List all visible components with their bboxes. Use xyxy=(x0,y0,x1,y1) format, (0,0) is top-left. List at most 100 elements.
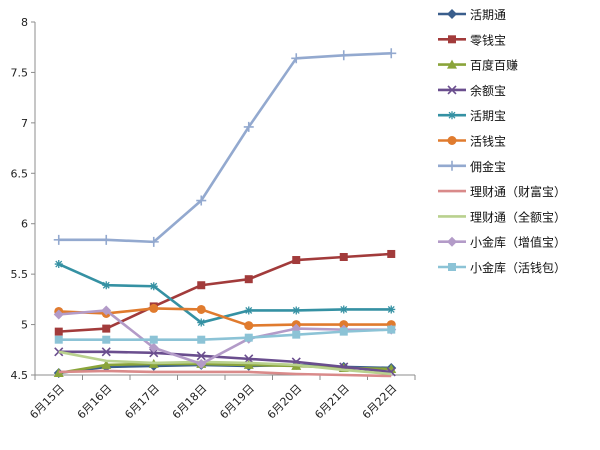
data-point xyxy=(386,48,397,59)
x-tick-label: 6月22日 xyxy=(360,382,400,422)
data-point xyxy=(53,309,64,320)
legend-swatch-marker xyxy=(447,236,457,247)
legend-label: 活期通 xyxy=(470,8,506,22)
x-tick-label: 6月18日 xyxy=(170,382,210,422)
legend-swatch-marker xyxy=(448,35,456,44)
series-line xyxy=(58,350,392,374)
series-line xyxy=(58,51,392,244)
data-point xyxy=(196,304,206,314)
data-point xyxy=(244,354,254,364)
data-point xyxy=(149,348,159,358)
x-tick-label: 6月21日 xyxy=(312,382,352,422)
y-tick-label: 6.5 xyxy=(11,167,29,180)
series-line xyxy=(58,307,392,327)
legend-entry: 小金库（增值宝） xyxy=(438,235,566,250)
data-point xyxy=(292,306,301,315)
legend-swatch-marker xyxy=(448,263,456,271)
data-point xyxy=(197,281,206,290)
data-point xyxy=(243,359,254,369)
data-point xyxy=(53,234,64,245)
y-tick-label: 5 xyxy=(21,319,28,332)
x-tick-label: 6月15日 xyxy=(27,382,67,422)
data-point xyxy=(292,330,301,339)
legend-swatch-marker xyxy=(447,85,457,95)
x-tick-label: 6月16日 xyxy=(75,382,115,422)
y-tick-label: 4.5 xyxy=(11,369,29,382)
data-point xyxy=(244,275,253,284)
series-line xyxy=(58,309,392,366)
data-point xyxy=(197,335,206,344)
legend-label: 余额宝 xyxy=(470,83,506,98)
y-tick-label: 7.5 xyxy=(11,66,29,79)
series-layer xyxy=(53,48,397,378)
legend-label: 活钱宝 xyxy=(470,134,506,149)
legend-entry: 理财通（财富宝） xyxy=(438,184,566,199)
data-point xyxy=(149,282,158,291)
data-point xyxy=(54,260,63,269)
data-point xyxy=(244,321,254,331)
y-tick-label: 5.5 xyxy=(11,268,29,281)
data-point xyxy=(243,121,254,132)
legend-label: 理财通（全额宝） xyxy=(470,209,566,224)
legend-entry: 活钱宝 xyxy=(438,134,506,149)
legend-swatch-marker xyxy=(447,160,457,171)
series-8 xyxy=(58,350,392,376)
x-tick-label: 6月17日 xyxy=(122,382,162,422)
data-point xyxy=(339,305,348,314)
legend-entry: 零钱宝 xyxy=(438,32,506,47)
legend-entry: 小金库（活钱包） xyxy=(438,260,566,275)
series-1 xyxy=(54,249,396,336)
legend-entry: 理财通（全额宝） xyxy=(438,209,566,224)
series-6 xyxy=(53,48,397,247)
legend-label: 理财通（财富宝） xyxy=(470,184,566,199)
data-point xyxy=(149,303,159,313)
data-point xyxy=(196,195,207,206)
data-point xyxy=(101,359,112,369)
series-line xyxy=(58,252,392,333)
legend-label: 活期宝 xyxy=(470,109,506,123)
data-point xyxy=(339,327,348,336)
legend-entry: 佣金宝 xyxy=(438,159,506,174)
series-7 xyxy=(58,369,392,378)
series-line xyxy=(58,328,392,342)
legend-label: 小金库（活钱包） xyxy=(470,260,566,275)
data-point xyxy=(339,252,348,261)
x-tick-label: 6月20日 xyxy=(265,382,305,422)
legend-swatch-marker xyxy=(447,136,457,145)
series-line xyxy=(58,350,392,376)
series-line xyxy=(58,362,392,375)
data-point xyxy=(149,335,158,344)
data-point xyxy=(291,53,302,64)
data-point xyxy=(148,342,159,353)
legend-label: 佣金宝 xyxy=(470,159,506,174)
data-point xyxy=(387,305,396,314)
legend-entry: 活期宝 xyxy=(438,109,506,123)
data-point xyxy=(102,324,111,333)
data-point xyxy=(196,351,206,361)
data-point xyxy=(387,249,396,258)
legend-label: 百度百赚 xyxy=(470,58,518,73)
legend-swatch-marker xyxy=(448,111,456,120)
x-tick-label: 6月19日 xyxy=(217,382,257,422)
axes: 4.5 5 5.5 6 6.5 7 7.5 8 6月15日 6月16日 6月17日 6月18日 6月19… xyxy=(11,16,416,422)
y-tick-label: 6 xyxy=(21,218,28,231)
series-10 xyxy=(54,325,396,344)
legend-entry: 百度百赚 xyxy=(438,58,518,73)
data-point xyxy=(101,347,111,357)
legend-swatch-marker xyxy=(447,59,457,69)
data-point xyxy=(101,305,112,316)
data-point xyxy=(101,234,112,245)
data-point xyxy=(197,318,206,327)
legend-swatch-marker xyxy=(447,9,457,19)
data-point xyxy=(148,236,159,247)
y-tick-label: 7 xyxy=(21,117,28,130)
data-point xyxy=(338,50,349,61)
data-point xyxy=(244,306,253,315)
data-point xyxy=(102,335,111,344)
data-point xyxy=(244,333,253,342)
data-point xyxy=(54,335,63,344)
data-point xyxy=(102,281,111,290)
data-point xyxy=(387,325,396,334)
